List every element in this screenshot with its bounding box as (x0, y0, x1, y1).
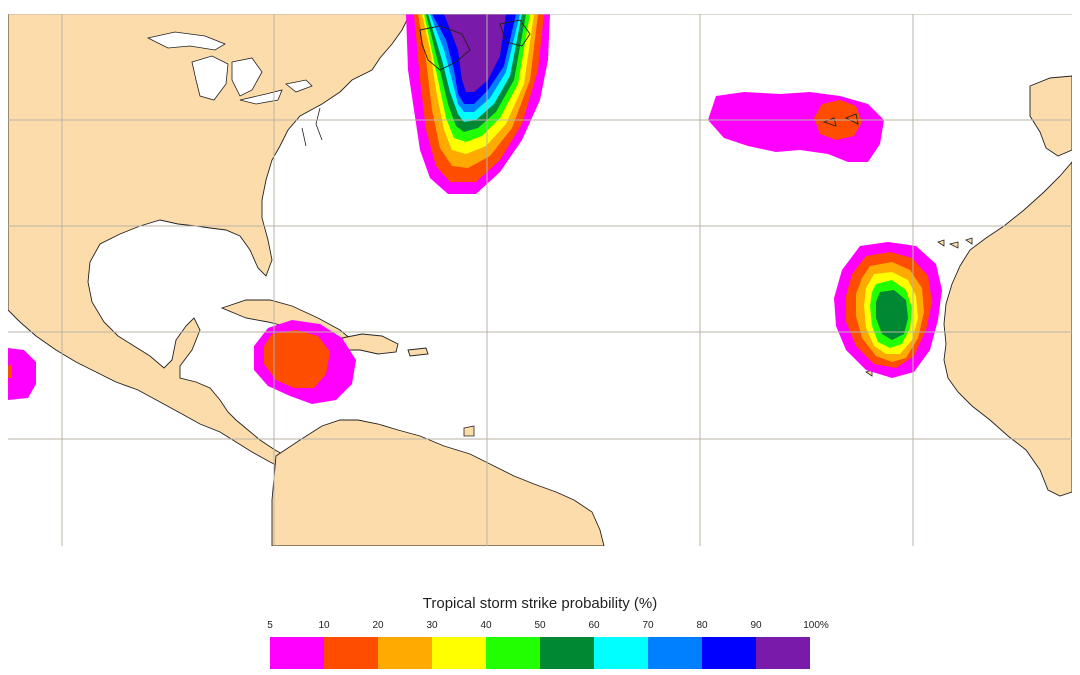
legend-tick-label: 80 (696, 620, 708, 631)
iberia-land (1029, 75, 1072, 157)
hispaniola (341, 333, 399, 355)
legend-swatch (486, 637, 540, 669)
newfoundland-coast (419, 19, 531, 71)
storm-probability-map (8, 14, 1072, 546)
legend-tick-label: 10 (318, 620, 330, 631)
south-america-land (271, 419, 605, 546)
legend-swatch (432, 637, 486, 669)
graticule (8, 14, 1072, 546)
legend-swatch (594, 637, 648, 669)
legend-swatch (540, 637, 594, 669)
puerto-rico (407, 347, 429, 357)
africa-land (943, 161, 1072, 497)
legend-swatch (648, 637, 702, 669)
great-lakes (146, 31, 313, 105)
legend-tick-label: 40 (480, 620, 492, 631)
legend-tick-label: 60 (588, 620, 600, 631)
legend-ticks: 5 10 20 30 40 50 60 70 80 90 100% (0, 620, 1080, 634)
legend-swatch (270, 637, 324, 669)
legend-tick-label: 5 (267, 620, 273, 631)
legend-swatch (378, 637, 432, 669)
legend-tick-label: 100% (803, 620, 829, 631)
legend-swatch (702, 637, 756, 669)
storm-zone-west-edge (8, 348, 36, 400)
legend-tick-label: 50 (534, 620, 546, 631)
storm-zone-cape-verde (834, 242, 942, 378)
storm-zone-caribbean (254, 320, 356, 404)
legend-tick-label: 90 (750, 620, 762, 631)
legend-tick-label: 70 (642, 620, 654, 631)
legend-swatch (756, 637, 810, 669)
north-america-land (8, 14, 411, 471)
legend-tick-label: 30 (426, 620, 438, 631)
legend-color-bar (270, 637, 810, 669)
canary-islands (937, 237, 973, 249)
chesapeake (301, 107, 323, 147)
trinidad (463, 425, 475, 437)
legend-title: Tropical storm strike probability (%) (422, 595, 658, 612)
legend-swatch (324, 637, 378, 669)
legend-tick-label: 20 (372, 620, 384, 631)
